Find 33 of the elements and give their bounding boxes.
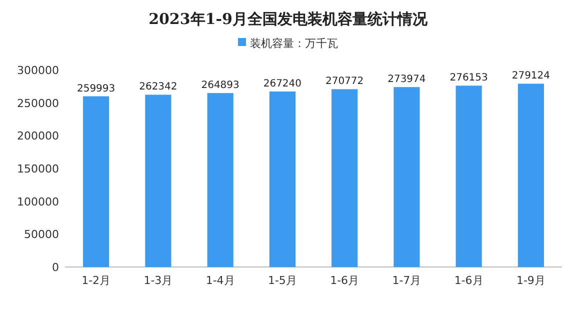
legend-label: 装机容量：万千瓦 (250, 37, 338, 50)
bar (394, 87, 420, 267)
y-tick-label: 150000 (17, 162, 59, 176)
y-tick-label: 250000 (17, 96, 59, 110)
x-tick-label: 1-9月 (516, 274, 546, 287)
y-tick-label: 300000 (17, 64, 59, 77)
x-tick-label: 1-2月 (82, 274, 111, 287)
y-tick-label: 0 (52, 261, 59, 274)
y-tick-label: 100000 (17, 195, 59, 208)
y-tick-label: 200000 (17, 130, 59, 143)
bar (456, 86, 482, 267)
x-tick-label: 1-6月 (330, 274, 360, 287)
chart-title: 2023年1-9月全国发电装机容量统计情况 (148, 10, 428, 28)
y-tick-label: 50000 (24, 228, 59, 242)
bar (207, 93, 234, 267)
data-label: 262342 (139, 82, 178, 93)
data-label: 273974 (388, 74, 426, 86)
data-label: 267240 (263, 78, 302, 90)
bar (269, 92, 296, 267)
data-label: 270772 (325, 76, 364, 88)
data-label: 264893 (201, 80, 240, 92)
x-tick-label: 1-7月 (392, 274, 422, 287)
bar (518, 84, 544, 267)
bar (83, 96, 110, 267)
bar (145, 94, 172, 267)
data-label: 279124 (512, 70, 550, 82)
bar (332, 89, 358, 267)
x-tick-label: 1-4月 (206, 274, 235, 287)
x-tick-label: 1-5月 (268, 274, 297, 287)
data-label: 259993 (76, 83, 116, 94)
x-tick-label: 1-3月 (144, 274, 173, 287)
x-tick-label: 1-6月 (454, 274, 484, 287)
data-label: 276153 (450, 72, 488, 84)
